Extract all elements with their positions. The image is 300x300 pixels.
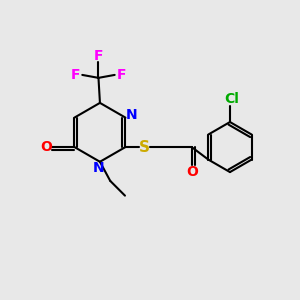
Text: S: S: [139, 140, 150, 154]
Text: F: F: [71, 68, 80, 82]
Text: F: F: [116, 68, 126, 82]
Text: O: O: [40, 140, 52, 154]
Text: O: O: [186, 165, 198, 179]
Text: F: F: [94, 49, 103, 63]
Text: Cl: Cl: [224, 92, 239, 106]
Text: N: N: [126, 108, 138, 122]
Text: N: N: [93, 161, 104, 175]
